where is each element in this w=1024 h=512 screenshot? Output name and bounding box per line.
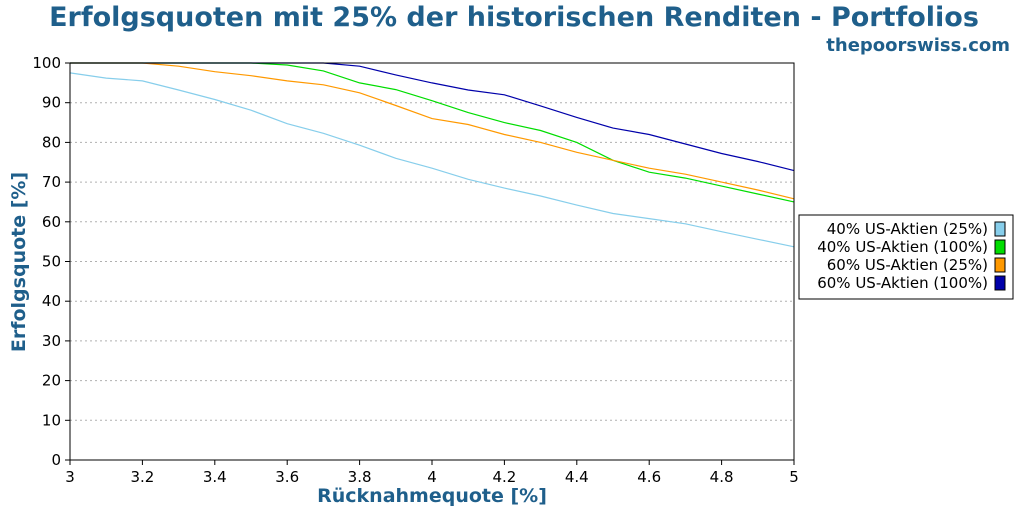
x-tick-label: 3.4	[203, 468, 227, 486]
series-lines	[69, 62, 795, 248]
series-line-2	[70, 62, 795, 203]
x-tick-label: 3.2	[130, 468, 154, 486]
series-line-1	[69, 72, 795, 248]
x-tick-label: 3	[65, 468, 75, 486]
legend-label: 40% US-Aktien (100%)	[817, 238, 988, 256]
x-tick-label: 3.6	[275, 468, 299, 486]
y-tick-label: 30	[42, 332, 61, 350]
x-axis: 3 3.2 3.4 3.6 3.8 4 4.2 4.4 4.6 4.8 5	[65, 460, 799, 486]
y-tick-label: 100	[32, 54, 61, 72]
legend-swatch	[994, 221, 1006, 237]
y-tick-label: 90	[42, 94, 61, 112]
y-tick-label: 0	[51, 451, 61, 469]
legend-swatch	[994, 257, 1006, 273]
x-tick-label: 4.8	[710, 468, 734, 486]
y-axis: 0 10 20 30 40 50 60 70 80 90 100	[32, 54, 70, 469]
x-axis-label: Rücknahmequote [%]	[317, 485, 547, 507]
watermark-text: thepoorswiss.com	[826, 35, 1010, 56]
grid	[70, 102, 794, 421]
chart-title: Erfolgsquoten mit 25% der historischen R…	[49, 2, 979, 33]
legend-swatch	[994, 239, 1006, 255]
y-tick-label: 20	[42, 372, 61, 390]
y-tick-label: 50	[42, 253, 61, 271]
legend-swatch	[994, 275, 1006, 291]
legend-label: 40% US-Aktien (25%)	[827, 220, 988, 238]
y-tick-label: 10	[42, 411, 61, 429]
series-line-3	[70, 62, 795, 200]
y-axis-label: Erfolgsquote [%]	[8, 172, 30, 352]
x-tick-label: 4.4	[565, 468, 589, 486]
x-tick-label: 3.8	[348, 468, 372, 486]
legend-label: 60% US-Aktien (25%)	[827, 256, 988, 274]
legend-label: 60% US-Aktien (100%)	[817, 274, 988, 292]
x-tick-label: 4.2	[492, 468, 516, 486]
x-tick-label: 4	[427, 468, 437, 486]
y-tick-label: 60	[42, 213, 61, 231]
legend: 40% US-Aktien (25%)40% US-Aktien (100%)6…	[798, 214, 1014, 300]
x-tick-label: 4.6	[637, 468, 661, 486]
legend-box	[798, 214, 1014, 300]
y-tick-label: 40	[42, 292, 61, 310]
y-tick-label: 80	[42, 133, 61, 151]
x-tick-label: 5	[789, 468, 799, 486]
y-tick-label: 70	[42, 173, 61, 191]
series-line-4	[70, 62, 795, 172]
